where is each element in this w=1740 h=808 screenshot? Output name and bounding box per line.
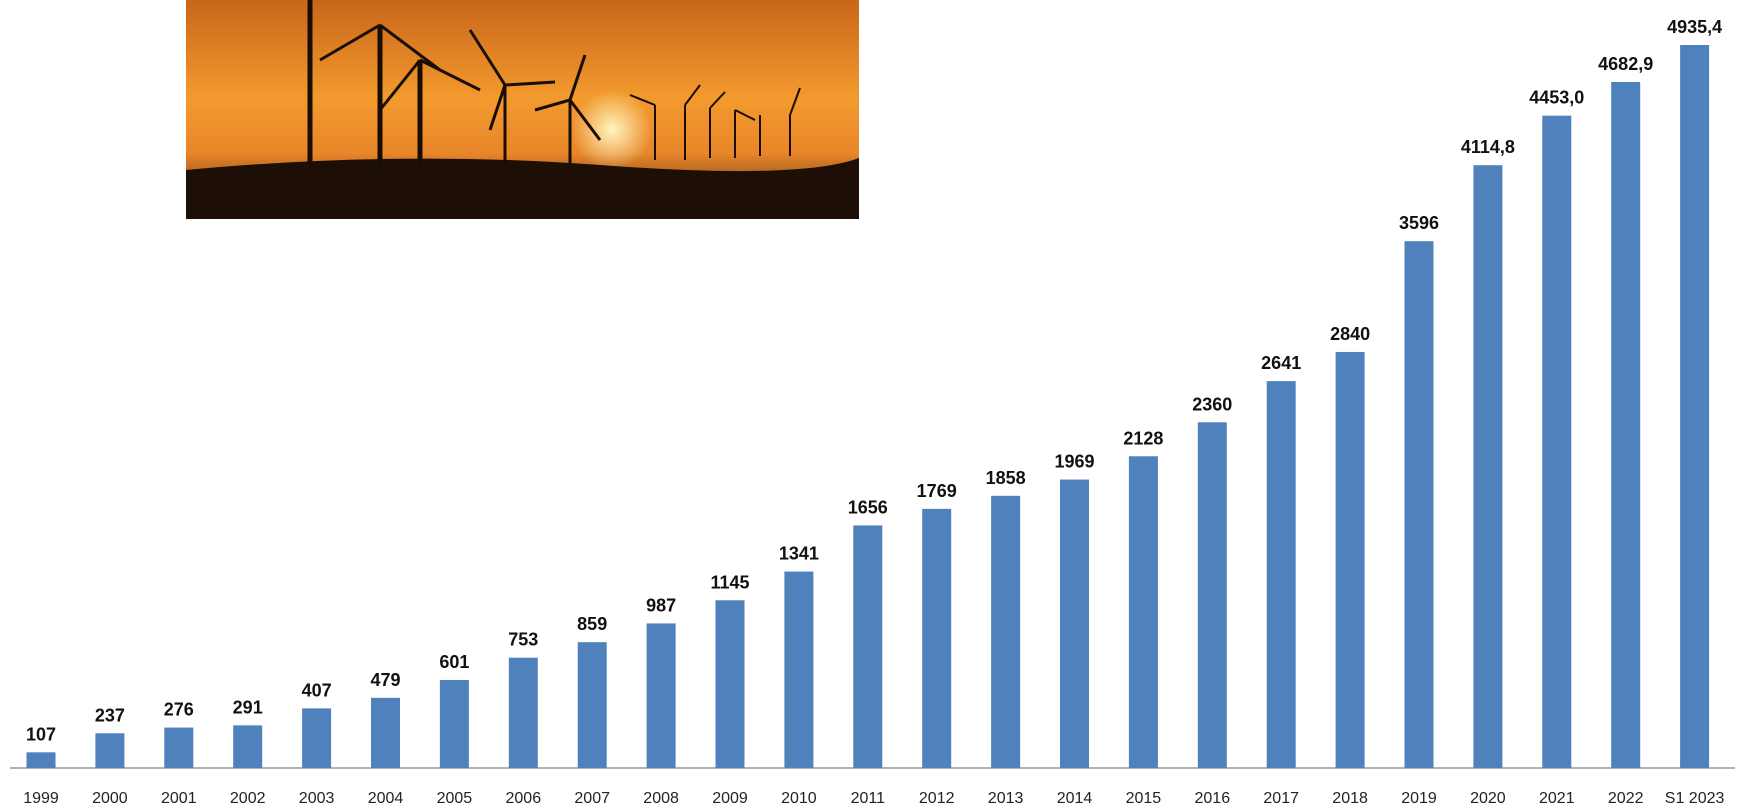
- value-label: 107: [26, 724, 56, 744]
- bar: [1404, 241, 1434, 769]
- x-tick-label: 2010: [781, 790, 817, 807]
- value-label: 479: [370, 670, 400, 690]
- x-tick-label: 2009: [712, 790, 748, 807]
- x-tick-label: 2003: [299, 790, 335, 807]
- bar: [1060, 479, 1089, 768]
- x-tick-label: 2022: [1608, 790, 1644, 807]
- bar: [1680, 45, 1710, 768]
- x-tick-label: 2012: [919, 790, 955, 807]
- bar: [922, 508, 952, 768]
- bar: [715, 600, 745, 768]
- value-label: 2840: [1330, 324, 1370, 344]
- x-tick-label: 2008: [643, 790, 679, 807]
- x-tick-label: 2016: [1195, 790, 1231, 807]
- bar: [302, 708, 332, 768]
- x-tick-label: 2018: [1332, 790, 1368, 807]
- value-label: 2641: [1261, 353, 1301, 373]
- bar: [439, 679, 469, 768]
- x-tick-label: 2006: [506, 790, 542, 807]
- value-label: 2360: [1192, 394, 1232, 414]
- x-tick-label: 2019: [1401, 790, 1437, 807]
- bar: [508, 657, 538, 768]
- x-tick-label: 2020: [1470, 790, 1506, 807]
- value-label: 987: [646, 595, 676, 615]
- bar: [26, 752, 56, 768]
- value-label: 4682,9: [1598, 54, 1653, 74]
- wind-farm-photo: [186, 0, 859, 219]
- x-tick-label: 1999: [23, 790, 59, 807]
- bar: [95, 733, 125, 768]
- value-label: 4935,4: [1667, 17, 1722, 37]
- bar: [164, 727, 194, 768]
- bar: [1128, 456, 1158, 768]
- x-tick-label: 2021: [1539, 790, 1575, 807]
- x-tick-label: 2014: [1057, 790, 1093, 807]
- value-label: 407: [302, 680, 332, 700]
- bar: [371, 697, 400, 768]
- bar: [1197, 422, 1227, 768]
- value-label: 291: [233, 697, 263, 717]
- x-tick-label: 2013: [988, 790, 1024, 807]
- x-tick-label: 2002: [230, 790, 266, 807]
- value-label: 1858: [986, 468, 1026, 488]
- value-label: 1969: [1054, 452, 1094, 472]
- value-label: 4453,0: [1529, 88, 1584, 108]
- value-label: 1145: [710, 572, 749, 592]
- bar: [577, 642, 607, 768]
- value-label: 1341: [779, 544, 819, 564]
- x-tick-label: 2005: [437, 790, 473, 807]
- value-label: 1769: [917, 481, 957, 501]
- x-tick-label: S1 2023: [1665, 790, 1725, 807]
- bar: [991, 495, 1021, 768]
- value-label: 237: [95, 705, 125, 725]
- x-tick-label: 2007: [574, 790, 610, 807]
- bar: [1611, 81, 1641, 769]
- value-label: 859: [577, 614, 607, 634]
- bar: [233, 725, 263, 768]
- bar: [784, 571, 814, 768]
- x-tick-label: 2000: [92, 790, 128, 807]
- value-label: 753: [508, 630, 538, 650]
- bar: [1473, 165, 1503, 768]
- bar: [1542, 115, 1572, 768]
- bar: [1266, 381, 1296, 768]
- bar: [1335, 351, 1365, 768]
- value-label: 601: [439, 652, 469, 672]
- bar: [853, 525, 883, 768]
- x-tick-label: 2015: [1126, 790, 1162, 807]
- value-label: 276: [164, 700, 194, 720]
- value-label: 2128: [1123, 428, 1163, 448]
- x-tick-label: 2017: [1263, 790, 1299, 807]
- x-tick-label: 2011: [851, 790, 886, 807]
- x-tick-label: 2001: [161, 790, 197, 807]
- x-tick-label: 2004: [368, 790, 404, 807]
- value-label: 4114,8: [1461, 137, 1515, 157]
- value-label: 1656: [848, 497, 888, 517]
- value-label: 3596: [1399, 213, 1439, 233]
- bar: [646, 623, 676, 768]
